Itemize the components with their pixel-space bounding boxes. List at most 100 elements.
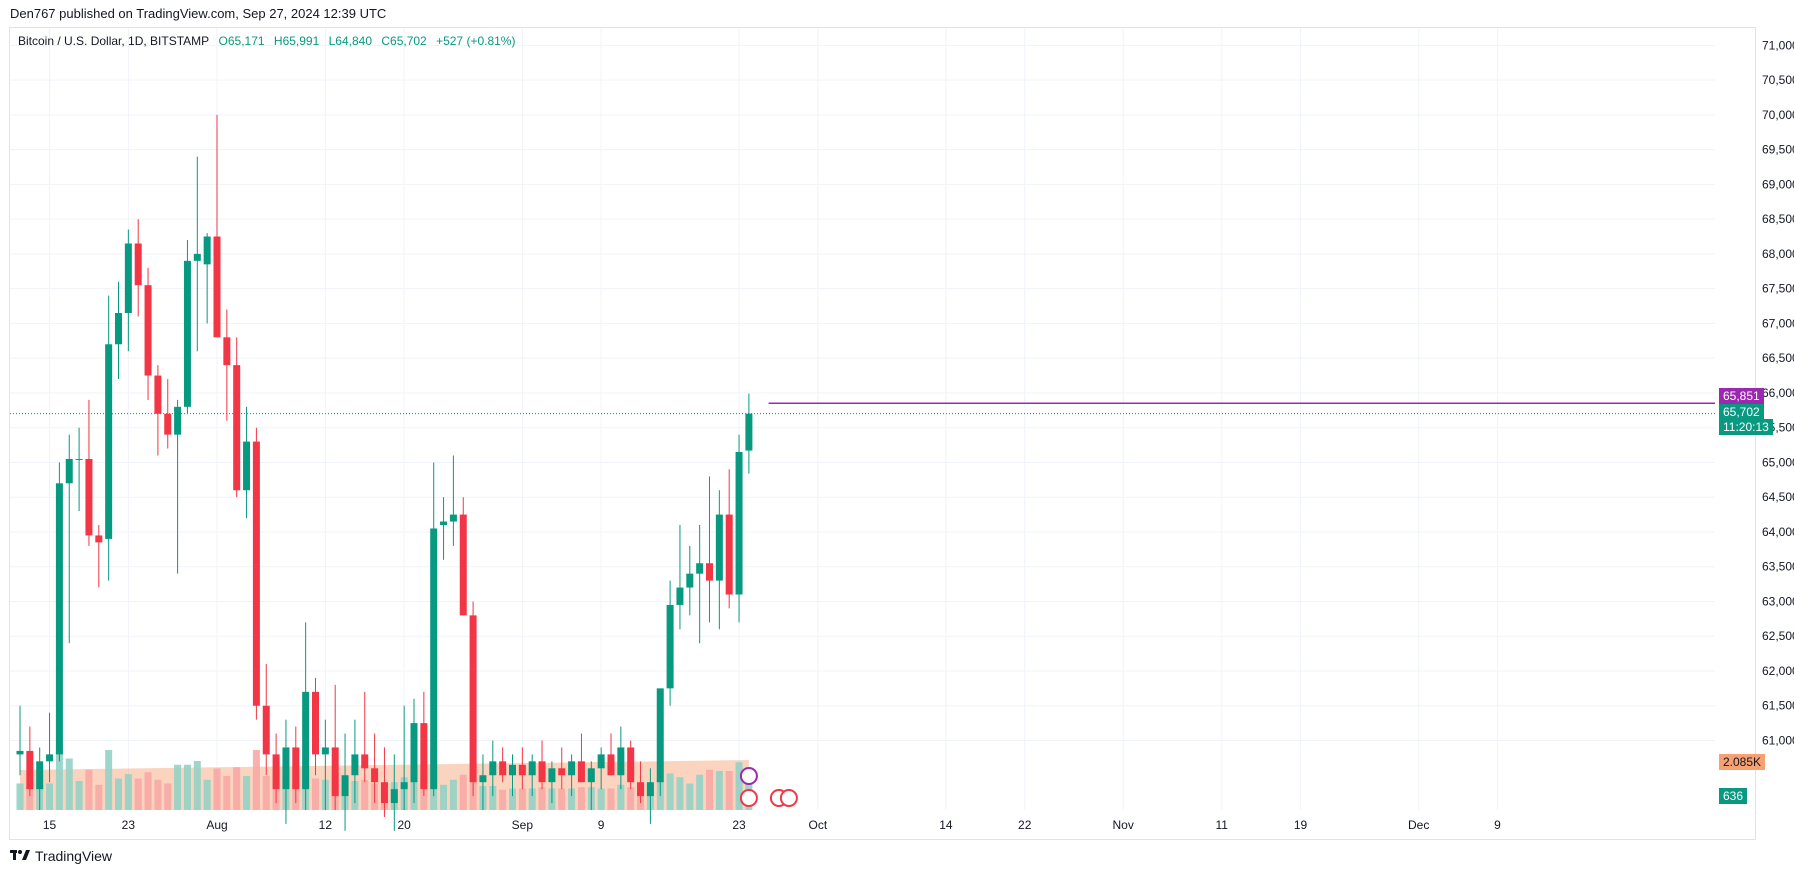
candle-body (154, 375, 162, 414)
volume-bar (65, 758, 73, 810)
candle-body (725, 514, 733, 595)
candle-body (469, 615, 477, 783)
candle-body (203, 236, 211, 265)
candle-body (233, 365, 241, 491)
x-tick-label: 15 (43, 818, 57, 832)
y-tick-label: 67,500 (1762, 282, 1794, 296)
candle-body (124, 243, 132, 313)
y-tick-label: 64,500 (1762, 490, 1794, 504)
candle-body (85, 458, 93, 536)
candle-body (479, 775, 487, 783)
x-tick-label: 9 (1494, 818, 1501, 832)
candle-body (656, 688, 664, 783)
candle-body (459, 514, 467, 616)
candle-body (617, 747, 625, 776)
y-tick-label: 68,000 (1762, 247, 1794, 261)
candle-body (95, 535, 103, 543)
candle-body (400, 782, 408, 790)
x-tick-label: 23 (732, 818, 746, 832)
candle-body (735, 452, 743, 595)
volume-bar (568, 788, 576, 810)
legend-low: L64,840 (328, 34, 373, 48)
volume-bar (144, 772, 152, 810)
candle-body (390, 789, 398, 804)
candle-body (410, 723, 418, 783)
volume-bar (440, 784, 448, 810)
event-marker-icon (739, 767, 758, 785)
candle-body (331, 747, 339, 797)
candle-body (213, 236, 221, 338)
volume-tag: 636 (1719, 788, 1748, 804)
volume-bar (538, 787, 546, 810)
candle-body (371, 768, 379, 783)
volume-bar (361, 779, 369, 810)
y-tick-label: 63,000 (1762, 594, 1794, 608)
candle-body (55, 483, 63, 755)
x-tick-label: 22 (1018, 818, 1032, 832)
symbol-legend: Bitcoin / U.S. Dollar, 1D, BITSTAMP O65,… (18, 34, 521, 48)
candle-body (65, 458, 73, 484)
us-flag-icon (739, 789, 758, 807)
legend-high: H65,991 (273, 34, 320, 48)
candle-body (341, 775, 349, 797)
volume-bar (183, 764, 191, 810)
x-tick-label: 20 (397, 818, 411, 832)
volume-bar (577, 787, 585, 810)
y-tick-label: 68,500 (1762, 212, 1794, 226)
candle-body (115, 312, 122, 345)
y-tick-label: 69,500 (1762, 143, 1794, 157)
volume-bar (597, 788, 605, 810)
y-tick-label: 61,500 (1762, 699, 1794, 713)
volume-bar (164, 783, 172, 810)
volume-bar (627, 787, 635, 810)
x-tick-label: Aug (206, 818, 227, 832)
x-tick-label: Sep (512, 818, 534, 832)
volume-bar (55, 750, 63, 810)
tradingview-brand[interactable]: TradingView (10, 848, 112, 864)
candle-body (243, 441, 251, 491)
volume-bar (499, 789, 507, 810)
x-tick-label: Oct (809, 818, 828, 832)
candle-body (548, 768, 556, 783)
countdown-tag: 11:20:13 (1719, 419, 1773, 435)
volume-bar (105, 750, 113, 810)
volume-bar (233, 767, 241, 810)
candle-body (321, 747, 329, 755)
volume-bar (223, 776, 231, 810)
candle-body (174, 406, 182, 435)
x-tick-label: 19 (1294, 818, 1308, 832)
candle-body (430, 528, 438, 790)
volume-bar (154, 779, 162, 810)
candle-body (577, 761, 585, 783)
candle-body (16, 750, 24, 755)
volume-bar (696, 774, 704, 810)
volume-bar (715, 771, 723, 810)
y-tick-label: 63,500 (1762, 560, 1794, 574)
us-flag-icon (779, 789, 798, 807)
volume-bar (558, 788, 566, 810)
candle-body (489, 761, 497, 776)
volume-bar (262, 776, 270, 810)
candle-body (75, 458, 83, 460)
brand-label: TradingView (35, 848, 113, 864)
y-tick-label: 70,000 (1762, 108, 1794, 122)
candle-body (380, 782, 388, 804)
volume-bar (95, 784, 103, 810)
volume-bar (46, 783, 54, 810)
y-tick-label: 66,500 (1762, 351, 1794, 365)
x-tick-label: Nov (1113, 818, 1134, 832)
candle-body (607, 754, 615, 776)
legend-open: O65,171 (218, 34, 265, 48)
candle-body (706, 563, 713, 581)
volume-bar (607, 788, 615, 810)
legend-close: C65,702 (381, 34, 427, 48)
y-tick-label: 65,000 (1762, 455, 1794, 469)
candle-body (312, 691, 319, 755)
candle-body (568, 761, 576, 776)
y-tick-label: 71,000 (1762, 38, 1794, 52)
legend-change: +527 (+0.81%) (436, 34, 516, 48)
volume-bar (676, 777, 684, 810)
y-tick-label: 66,000 (1762, 386, 1794, 400)
candle-body (440, 521, 448, 526)
